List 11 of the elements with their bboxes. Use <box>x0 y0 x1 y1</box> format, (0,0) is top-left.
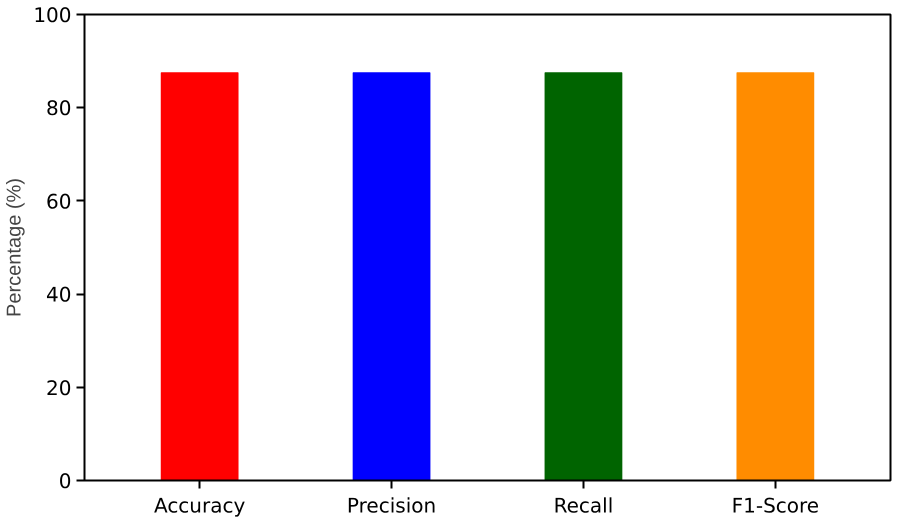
x-tick-label: Accuracy <box>154 494 246 518</box>
y-tick-label: 80 <box>46 96 72 120</box>
y-tick-label: 40 <box>46 282 72 307</box>
y-tick-label: 60 <box>46 189 72 214</box>
x-tick-label: Recall <box>554 494 614 518</box>
y-tick-label: 20 <box>46 376 72 400</box>
x-tick-label: F1-Score <box>732 494 820 518</box>
x-tick-label: Precision <box>346 494 436 518</box>
y-tick-label: 0 <box>58 469 72 493</box>
y-axis-title: Percentage (%) <box>3 178 26 317</box>
y-tick-label: 100 <box>33 3 72 27</box>
